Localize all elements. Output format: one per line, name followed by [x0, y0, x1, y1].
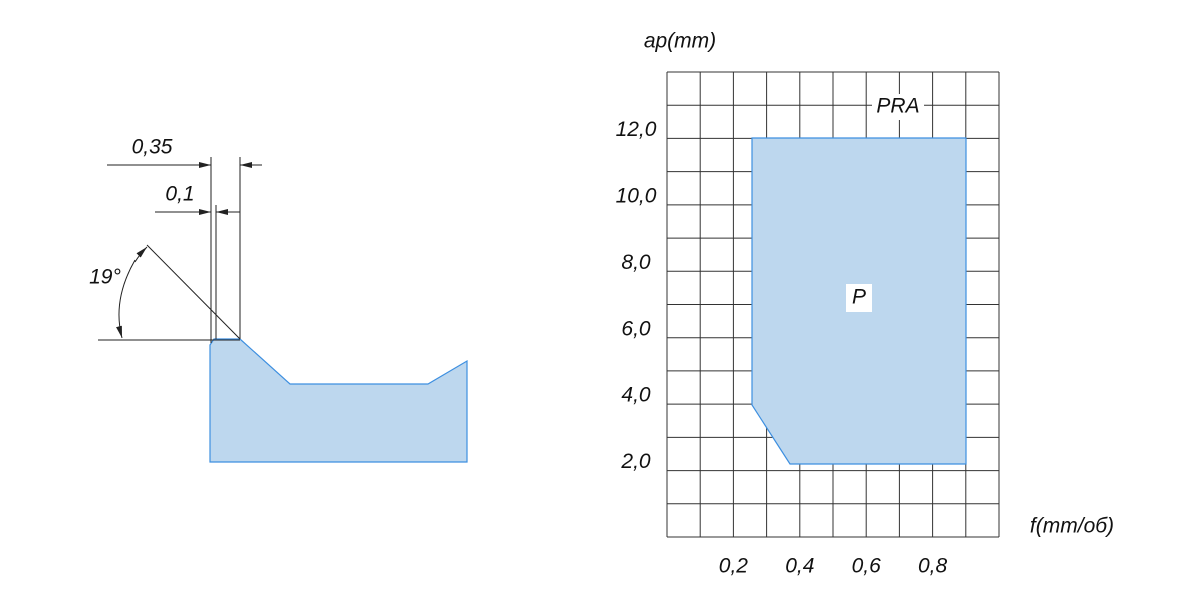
x-tick-label: 0,8 — [918, 555, 948, 578]
y-tick-label: 8,0 — [621, 251, 651, 274]
angle-arc — [134, 246, 148, 263]
angle-line — [146, 244, 241, 340]
angle-label: 19° — [89, 266, 121, 289]
x-axis-label: f(mm/об) — [1030, 515, 1114, 538]
y-tick-label: 12,0 — [616, 118, 657, 141]
dimension-label: 0,35 — [132, 136, 173, 159]
y-tick-label: 6,0 — [621, 317, 651, 340]
angle-arc — [116, 259, 136, 339]
insert-profile: 0,35 0,1 19° — [89, 136, 468, 463]
chipbreaker-label: PRA — [876, 95, 919, 118]
x-tick-label: 0,6 — [852, 555, 882, 578]
y-tick-label: 2,0 — [620, 450, 651, 473]
profile-shape — [209, 338, 468, 463]
dimension-label: 0,1 — [165, 183, 194, 206]
label-background — [872, 94, 924, 120]
x-tick-label: 0,2 — [719, 555, 749, 578]
label-background — [846, 284, 872, 312]
y-tick-label: 4,0 — [621, 384, 651, 407]
region-label: P — [852, 286, 866, 309]
y-axis-label: ap(mm) — [644, 30, 716, 53]
x-tick-label: 0,4 — [785, 555, 814, 578]
y-tick-label: 10,0 — [616, 184, 657, 207]
